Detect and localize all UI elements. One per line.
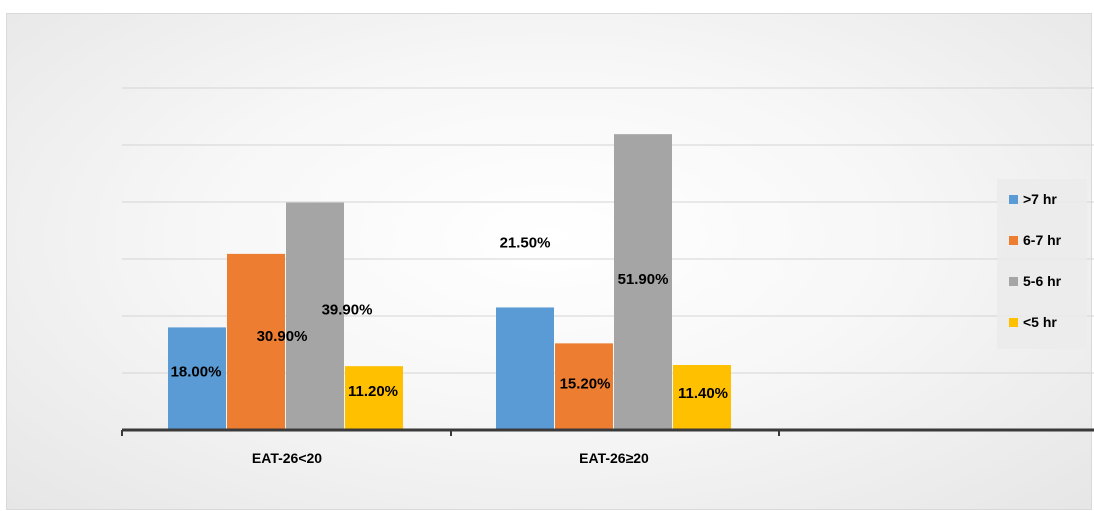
x-tick-label: EAT-26≥20 xyxy=(579,450,649,466)
bar xyxy=(614,134,672,431)
data-label: 11.20% xyxy=(348,383,398,400)
legend: >7 hr 6-7 hr 5-6 hr <5 hr xyxy=(997,179,1087,349)
data-label: 21.50% xyxy=(500,234,551,251)
legend-swatch xyxy=(1009,194,1018,204)
data-label: 30.90% xyxy=(257,328,308,345)
bar xyxy=(286,202,344,430)
bar xyxy=(555,343,613,430)
bar xyxy=(496,307,554,430)
bar xyxy=(345,366,403,430)
legend-swatch xyxy=(1009,276,1018,286)
data-label: 15.20% xyxy=(560,375,611,392)
bars xyxy=(168,134,731,431)
legend-swatch xyxy=(1009,317,1018,327)
data-label: 39.90% xyxy=(322,302,373,319)
legend-label: >7 hr xyxy=(1023,191,1057,207)
data-labels: 18.00% 30.90% 39.90% 11.20% 21.50% 15.20% 51.9… xyxy=(171,234,728,402)
legend-item: 5-6 hr xyxy=(1009,273,1061,289)
x-tick-labels: EAT-26<20 EAT-26≥20 xyxy=(252,450,649,466)
legend-item: <5 hr xyxy=(1009,314,1057,330)
legend-swatch xyxy=(1009,235,1018,245)
bar xyxy=(168,327,226,430)
legend-item: >7 hr xyxy=(1009,191,1057,207)
legend-item: 6-7 hr xyxy=(1009,232,1061,248)
x-tick-label: EAT-26<20 xyxy=(252,450,322,466)
legend-label: 5-6 hr xyxy=(1023,273,1062,289)
x-axis xyxy=(121,428,1094,436)
legend-label: 6-7 hr xyxy=(1023,232,1062,248)
data-label: 51.90% xyxy=(618,271,669,288)
bar xyxy=(227,253,285,430)
data-label: 18.00% xyxy=(171,363,222,380)
bar xyxy=(673,365,731,430)
data-label: 11.40% xyxy=(678,385,728,402)
legend-label: <5 hr xyxy=(1023,314,1057,330)
